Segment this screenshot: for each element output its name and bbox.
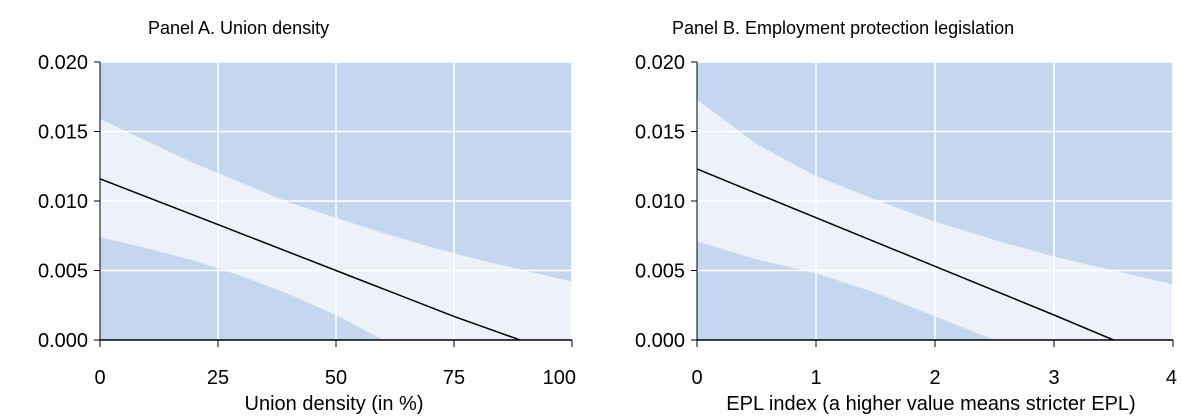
panel-union-density: 0.000 0.005 0.010 0.015 0.020 0 25 50 75 100 Panel… [38,18,576,415]
x-tick-label: 75 [443,367,465,389]
y-tick-label: 0.000 [38,330,88,352]
series-line [697,168,1114,340]
y-tick-label: 0.015 [635,122,685,144]
x-tick-label: 100 [543,367,576,389]
y-tick-label: 0.010 [635,191,685,213]
chart-title: Panel A. Union density [148,18,329,38]
y-tick-label: 0.010 [38,191,88,213]
chart-title: Panel B. Employment protection legislati… [672,18,1014,38]
x-tick-label: 50 [325,367,347,389]
x-tick-label: 25 [207,367,229,389]
x-tick-label: 0 [691,367,702,389]
x-tick-label: 3 [1048,367,1059,389]
x-tick-label: 1 [810,367,821,389]
y-tick-label: 0.020 [635,52,685,74]
series-line [100,178,521,340]
y-tick-label: 0.005 [38,261,88,283]
y-tick-label: 0.005 [635,261,685,283]
x-axis-label: Union density (in %) [245,393,424,415]
y-tick-label: 0.000 [635,330,685,352]
y-tick-label: 0.015 [38,122,88,144]
panel-employment-protection: 0.000 0.005 0.010 0.015 0.020 0 1 2 3 4 Panel B. E… [635,18,1177,415]
x-axis-label: EPL index (a higher value means stricter… [726,393,1135,415]
x-tick-label: 0 [94,367,105,389]
y-tick-label: 0.020 [38,52,88,74]
x-tick-label: 2 [929,367,940,389]
x-tick-label: 4 [1166,367,1177,389]
